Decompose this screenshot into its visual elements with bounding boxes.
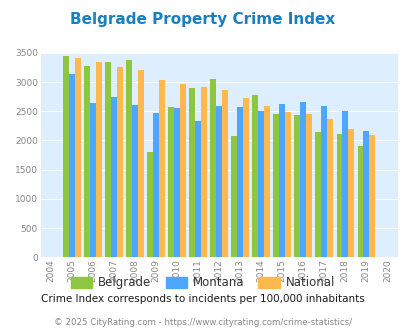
Bar	[168, 107, 174, 257]
Bar	[315, 132, 321, 257]
Bar	[63, 56, 69, 257]
Bar	[336, 134, 341, 257]
Bar	[117, 67, 123, 257]
Bar	[264, 106, 269, 257]
Bar	[369, 135, 374, 257]
Bar	[273, 114, 279, 257]
Bar	[237, 107, 243, 257]
Text: © 2025 CityRating.com - https://www.cityrating.com/crime-statistics/: © 2025 CityRating.com - https://www.city…	[54, 318, 351, 327]
Bar	[326, 119, 333, 257]
Bar	[300, 103, 305, 257]
Bar	[243, 98, 249, 257]
Bar	[231, 136, 237, 257]
Bar	[132, 105, 138, 257]
Bar	[294, 115, 300, 257]
Bar	[341, 111, 347, 257]
Bar	[111, 97, 117, 257]
Bar	[258, 111, 264, 257]
Bar	[153, 113, 159, 257]
Bar	[159, 80, 164, 257]
Bar	[347, 129, 353, 257]
Bar	[90, 103, 96, 257]
Bar	[210, 79, 216, 257]
Bar	[252, 95, 258, 257]
Bar	[285, 112, 290, 257]
Bar	[279, 104, 285, 257]
Bar	[180, 84, 185, 257]
Bar	[69, 74, 75, 257]
Bar	[96, 62, 102, 257]
Legend: Belgrade, Montana, National: Belgrade, Montana, National	[66, 272, 339, 294]
Bar	[200, 87, 207, 257]
Bar	[75, 58, 81, 257]
Bar	[305, 114, 311, 257]
Bar	[174, 108, 180, 257]
Bar	[321, 106, 326, 257]
Bar	[222, 90, 228, 257]
Bar	[362, 131, 369, 257]
Text: Belgrade Property Crime Index: Belgrade Property Crime Index	[70, 12, 335, 26]
Bar	[105, 62, 111, 257]
Bar	[357, 146, 362, 257]
Bar	[138, 70, 144, 257]
Bar	[147, 152, 153, 257]
Bar	[126, 60, 132, 257]
Bar	[84, 66, 90, 257]
Text: Crime Index corresponds to incidents per 100,000 inhabitants: Crime Index corresponds to incidents per…	[41, 294, 364, 304]
Bar	[195, 121, 200, 257]
Bar	[189, 88, 195, 257]
Bar	[216, 106, 222, 257]
